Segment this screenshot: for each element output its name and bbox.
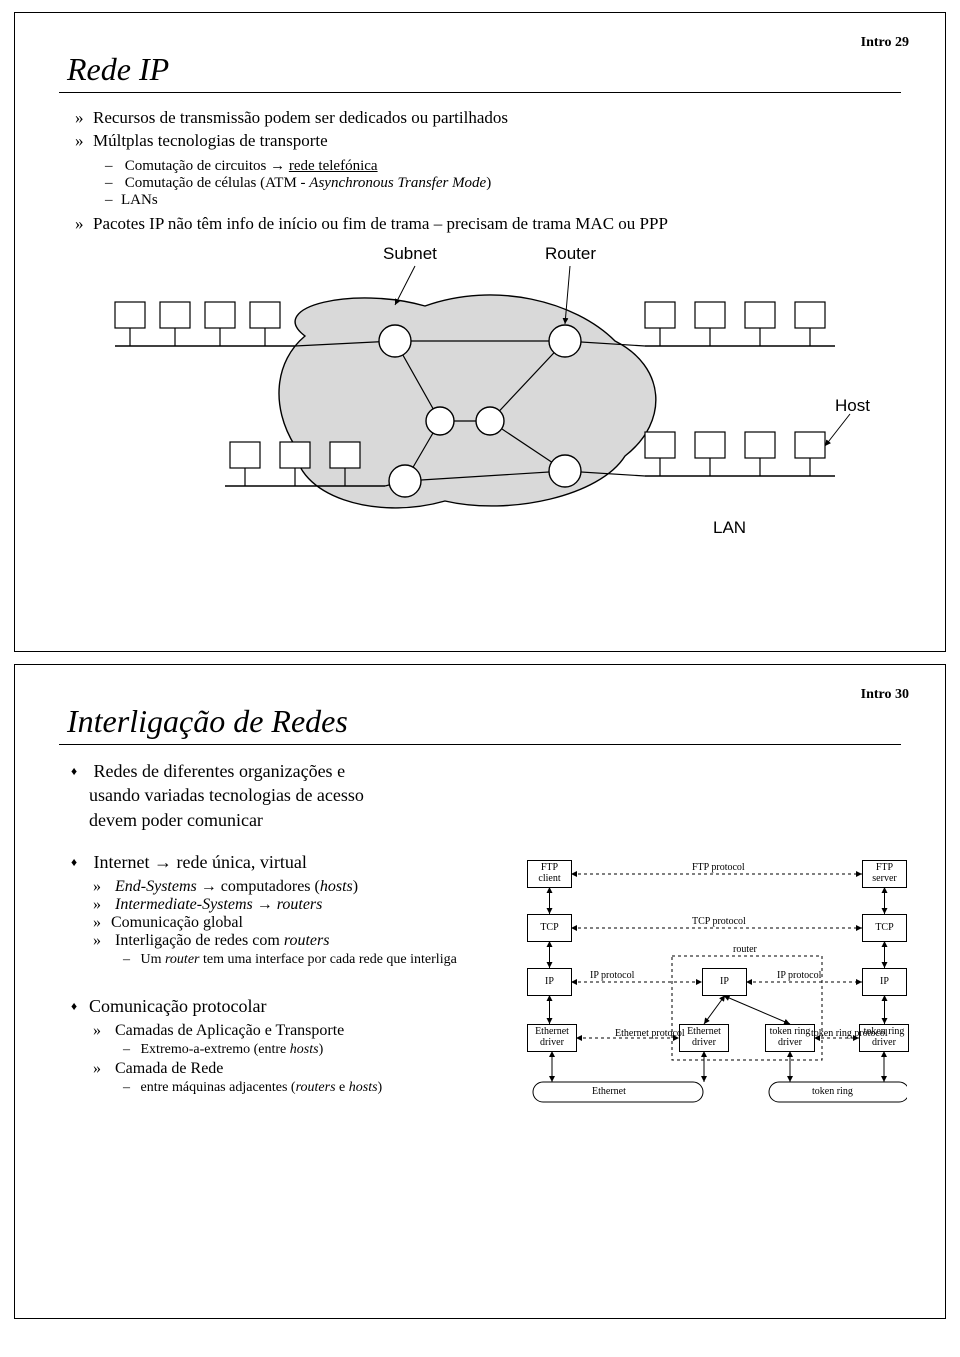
bullet-sublist: Comutação de circuitos → rede telefónica… <box>59 157 901 209</box>
slide-interligacao: Intro 30 Interligação de Redes Redes de … <box>14 664 946 1319</box>
two-column-layout: Internet → rede única, virtual End-Syste… <box>59 846 901 1122</box>
sub-sub-list: entre máquinas adjacentes (routers e hos… <box>111 1080 489 1096</box>
bullet-subitem: Comutação de células (ATM - Asynchronous… <box>121 175 901 192</box>
sub-item: End-Systems → computadores (hosts) <box>111 878 489 896</box>
network-diagram: Subnet Router Host LAN <box>95 246 865 566</box>
sub-sub-list: Um router tem uma interface por cada red… <box>111 952 489 968</box>
sub-item: Camadas de Aplicação e Transporte Extrem… <box>111 1022 489 1058</box>
proto-hlabel: IP protocol <box>590 970 634 981</box>
sub-sub-item: Extremo-a-extremo (entre hosts) <box>137 1042 489 1058</box>
slide-title: Rede IP <box>67 51 901 88</box>
proto-label-eth-proto: Ethernet protocol <box>615 1028 685 1039</box>
proto-hlabel: TCP protocol <box>692 916 746 927</box>
proto-hlabel: FTP protocol <box>692 862 745 873</box>
page-number: Intro 30 <box>861 687 909 703</box>
title-rule <box>59 92 901 93</box>
intro-block: Redes de diferentes organizações e usand… <box>59 759 901 832</box>
internet-sublist: End-Systems → computadores (hosts) Inter… <box>59 878 489 968</box>
proto-label-tr-proto: token ring protocol <box>811 1028 888 1039</box>
proto-box-tcp-left: TCP <box>527 914 572 942</box>
title-rule <box>59 744 901 745</box>
sub-sub-item: entre máquinas adjacentes (routers e hos… <box>137 1080 489 1096</box>
comm-proto-block: Comunicação protocolar <box>59 994 489 1018</box>
slide-rede-ip: Intro 29 Rede IP Recursos de transmissão… <box>14 12 946 652</box>
comm-proto-sublist: Camadas de Aplicação e Transporte Extrem… <box>59 1022 489 1096</box>
bullet-item: Pacotes IP não têm info de início ou fim… <box>93 213 901 236</box>
proto-label-ethernet: Ethernet <box>592 1086 626 1097</box>
bullet-subitem: LANs <box>121 192 901 209</box>
diagram-label-subnet: Subnet <box>383 244 437 264</box>
bullet-list: Recursos de transmissão podem ser dedica… <box>59 107 901 153</box>
sub-sub-list: Extremo-a-extremo (entre hosts) <box>111 1042 489 1058</box>
diagram-label-router: Router <box>545 244 596 264</box>
proto-box-eth-driver-left: Ethernet driver <box>527 1024 577 1052</box>
proto-box-tcp-right: TCP <box>862 914 907 942</box>
bullet-item: Múltplas tecnologias de transporte <box>93 130 901 153</box>
proto-label-router: router <box>733 944 757 955</box>
sub-item: Camada de Rede entre máquinas adjacentes… <box>111 1060 489 1096</box>
proto-box-eth-driver-router: Ethernet driver <box>679 1024 729 1052</box>
right-column: router FTP client FTP server TCP TCP IP IP IP Et… <box>507 846 907 1122</box>
proto-box-tr-driver-router: token ring driver <box>765 1024 815 1052</box>
left-column: Internet → rede única, virtual End-Syste… <box>59 846 489 1122</box>
proto-box-ftp-server: FTP server <box>862 860 907 888</box>
diagram-label-host: Host <box>835 396 870 416</box>
proto-box-ip-right: IP <box>862 968 907 996</box>
page-number: Intro 29 <box>861 35 909 51</box>
sub-item: Comunicação global <box>111 914 489 932</box>
bullet-item: Recursos de transmissão podem ser dedica… <box>93 107 901 130</box>
internet-block: Internet → rede única, virtual <box>59 850 489 874</box>
slide-title: Interligação de Redes <box>67 703 901 740</box>
internet-heading: Internet → rede única, virtual <box>89 850 489 874</box>
bullet-list: Pacotes IP não têm info de início ou fim… <box>59 213 901 236</box>
sub-sub-item: Um router tem uma interface por cada red… <box>137 952 489 968</box>
proto-box-ip-left: IP <box>527 968 572 996</box>
proto-box-ip-router: IP <box>702 968 747 996</box>
proto-label-tokenring: token ring <box>812 1086 853 1097</box>
protocol-stack-diagram: router FTP client FTP server TCP TCP IP IP IP Et… <box>507 852 907 1122</box>
bullet-subitem: Comutação de circuitos → rede telefónica <box>121 157 901 175</box>
proto-box-ftp-client: FTP client <box>527 860 572 888</box>
proto-hlabel: IP protocol <box>777 970 821 981</box>
sub-item: Intermediate-Systems → routers <box>111 896 489 914</box>
sub-item: Interligação de redes com routers Um rou… <box>111 932 489 968</box>
intro-text: Redes de diferentes organizações e usand… <box>89 759 901 832</box>
comm-proto-heading: Comunicação protocolar <box>89 994 489 1018</box>
diagram-label-lan: LAN <box>713 518 746 538</box>
